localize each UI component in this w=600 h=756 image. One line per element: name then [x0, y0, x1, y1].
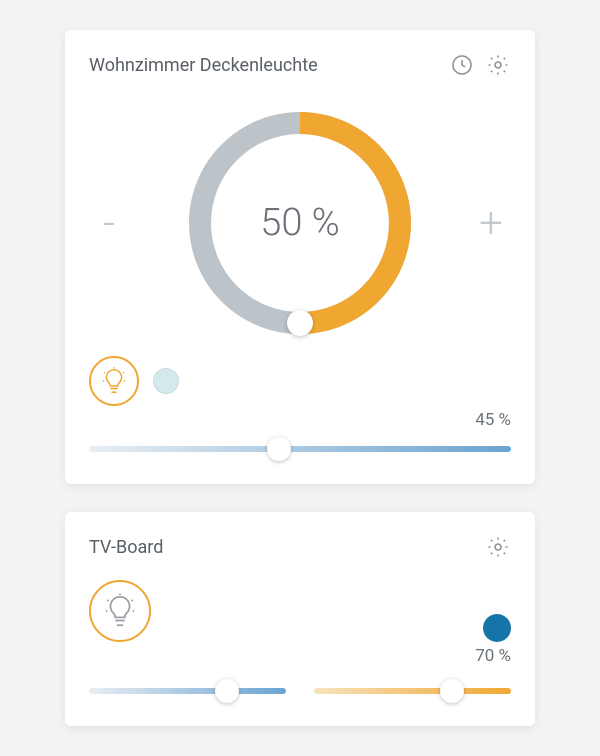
slider-track — [89, 688, 286, 694]
decrease-button[interactable]: - — [89, 199, 129, 248]
gear-icon[interactable] — [485, 52, 511, 78]
color-indicator[interactable] — [483, 614, 511, 642]
left-slider[interactable] — [89, 678, 286, 704]
dial-value: 50 % — [185, 108, 415, 338]
color-dot[interactable] — [153, 368, 179, 394]
card-title: TV-Board — [89, 537, 163, 558]
mode-row — [89, 356, 511, 406]
dial-row: - 50 % + — [89, 108, 511, 338]
bulb-mode-button[interactable] — [89, 356, 139, 406]
clock-icon[interactable] — [449, 52, 475, 78]
card-title: Wohnzimmer Deckenleuchte — [89, 55, 318, 76]
dual-sliders — [89, 672, 511, 704]
light-card-wohnzimmer: Wohnzimmer Deckenleuchte - 5 — [65, 30, 535, 484]
dial-handle[interactable] — [287, 310, 313, 336]
right-slider[interactable] — [314, 678, 511, 704]
slider-handle[interactable] — [215, 679, 239, 703]
brightness-dial[interactable]: 50 % — [185, 108, 415, 338]
slider-track — [314, 688, 511, 694]
color-temp-slider[interactable] — [89, 436, 511, 462]
increase-button[interactable]: + — [471, 199, 511, 248]
slider-track — [89, 446, 511, 452]
light-card-tvboard: TV-Board 70 % — [65, 512, 535, 726]
slider-value: 70 % — [89, 646, 511, 666]
slider-value: 45 % — [89, 410, 511, 430]
slider-handle[interactable] — [440, 679, 464, 703]
bottom-row — [89, 580, 511, 642]
gear-icon[interactable] — [485, 534, 511, 560]
slider-handle[interactable] — [267, 437, 291, 461]
header-icons — [449, 52, 511, 78]
card-header: TV-Board — [89, 534, 511, 560]
header-icons — [485, 534, 511, 560]
bulb-mode-button[interactable] — [89, 580, 151, 642]
card-header: Wohnzimmer Deckenleuchte — [89, 52, 511, 78]
